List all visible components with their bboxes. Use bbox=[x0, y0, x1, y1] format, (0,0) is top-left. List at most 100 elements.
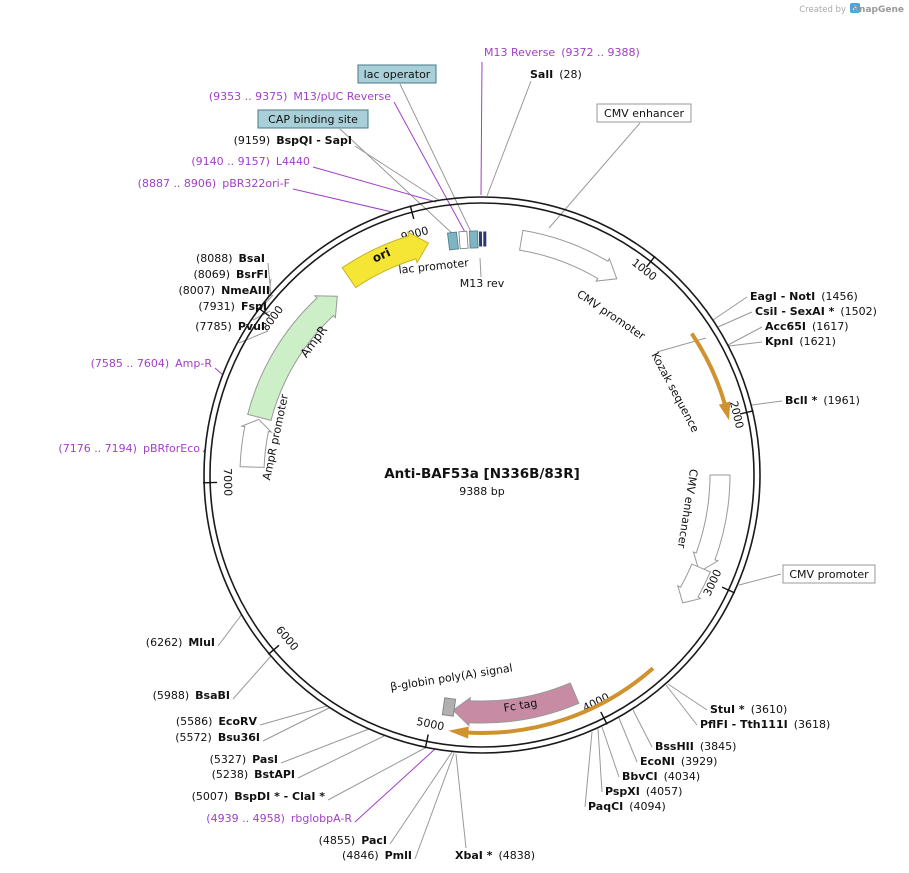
primer-label-m13-puc-reverse[interactable]: (9353 .. 9375) M13/pUC Reverse bbox=[209, 90, 391, 103]
cmv-promoter-arrow-right[interactable] bbox=[676, 563, 711, 604]
enzyme-label-bsshii[interactable]: BssHII (3845) bbox=[655, 740, 736, 753]
coding-sequence-arrowhead-bottom[interactable] bbox=[448, 726, 469, 739]
lac-promoter-feature[interactable] bbox=[458, 230, 469, 250]
primer-label-pbrforeco[interactable]: (7176 .. 7194) pBRforEco bbox=[58, 442, 200, 455]
leader-line bbox=[728, 341, 763, 347]
enzyme-labels: SalI (28) (9159) BspQI - SapI (8088) BsaI (… bbox=[146, 68, 877, 862]
m13-rev-feature[interactable] bbox=[478, 231, 483, 247]
enzyme-label-econi[interactable]: EcoNI (3929) bbox=[640, 755, 717, 768]
enzyme-name: PaqCI bbox=[588, 800, 623, 813]
ampr-promoter-arrow[interactable] bbox=[239, 418, 273, 468]
cap-binding-site-box[interactable]: CAP binding site bbox=[257, 109, 369, 129]
cmv-enhancer-box-label: CMV enhancer bbox=[604, 107, 684, 120]
primer-pos: (9372 .. 9388) bbox=[561, 46, 640, 59]
enzyme-label-bsabi[interactable]: (5988) BsaBI bbox=[153, 689, 230, 702]
enzyme-name: BstAPI bbox=[254, 768, 295, 781]
leader-line bbox=[327, 747, 426, 801]
leader-line bbox=[312, 166, 437, 203]
enzyme-label-kpni[interactable]: KpnI (1621) bbox=[765, 335, 836, 348]
primer-label-amp-r[interactable]: (7585 .. 7604) Amp-R bbox=[91, 357, 213, 370]
enzyme-label-bsrfi[interactable]: (8069) BsrFI bbox=[193, 268, 268, 281]
cmv-enhancer-arrow-right[interactable] bbox=[692, 474, 731, 573]
leader-line bbox=[262, 707, 330, 742]
enzyme-label-xbai[interactable]: XbaI * (4838) bbox=[455, 849, 535, 862]
enzyme-label-bspqi-sapi[interactable]: (9159) BspQI - SapI bbox=[234, 134, 352, 147]
enzyme-label-bbvci[interactable]: BbvCI (4034) bbox=[622, 770, 700, 783]
cmv-promoter-box-label: CMV promoter bbox=[789, 568, 869, 581]
features bbox=[239, 229, 731, 739]
primer-pos: (7585 .. 7604) bbox=[91, 357, 170, 370]
lac-operator-feature[interactable] bbox=[469, 230, 479, 249]
lac-region-features[interactable] bbox=[447, 230, 487, 251]
enzyme-label-pflfi-tth111i[interactable]: PflFI - Tth111I (3618) bbox=[700, 718, 830, 731]
tick-mark bbox=[645, 255, 656, 268]
enzyme-label-bcli[interactable]: BclI * (1961) bbox=[785, 394, 860, 407]
enzyme-label-paqci[interactable]: PaqCI (4094) bbox=[588, 800, 666, 813]
watermark-brand: SnapGene bbox=[853, 5, 904, 15]
enzyme-name: BbvCI bbox=[622, 770, 658, 783]
enzyme-pos: (4034) bbox=[664, 770, 701, 783]
backbone-outer-circle bbox=[203, 196, 761, 754]
primer-label-rbglobpa-r[interactable]: (4939 .. 4958) rbglobpA-R bbox=[206, 812, 352, 825]
coding-sequence-arc-right[interactable] bbox=[690, 332, 728, 406]
cmv-promoter-box-bg bbox=[782, 564, 876, 584]
enzyme-label-bsai[interactable]: (8088) BsaI bbox=[196, 252, 265, 265]
m13-rev-feature[interactable] bbox=[483, 231, 487, 247]
ampr-arrow[interactable] bbox=[247, 295, 338, 422]
enzyme-label-bsu36i[interactable]: (5572) Bsu36I bbox=[175, 731, 260, 744]
beta-globin-polya-box[interactable] bbox=[441, 697, 457, 717]
enzyme-label-pvui[interactable]: (7785) PvuI bbox=[195, 320, 265, 333]
tick-mark bbox=[721, 586, 736, 594]
enzyme-label-ecorv[interactable]: (5586) EcoRV bbox=[176, 715, 258, 728]
enzyme-label-nmeaiii[interactable]: (8007) NmeAIII bbox=[179, 284, 271, 297]
enzyme-label-fspi[interactable]: (7931) FspI bbox=[198, 300, 267, 313]
enzyme-label-paci[interactable]: (4855) PacI bbox=[319, 834, 387, 847]
cmv-promoter-box[interactable]: CMV promoter bbox=[782, 564, 876, 584]
leader-line bbox=[214, 367, 224, 376]
tick-label: 1000 bbox=[629, 256, 659, 284]
enzyme-pos: (1961) bbox=[823, 394, 860, 407]
enzyme-label-mlui[interactable]: (6262) MluI bbox=[146, 636, 215, 649]
coding-sequence-arc-bottom[interactable] bbox=[466, 666, 655, 735]
ori-arrow[interactable] bbox=[341, 231, 430, 289]
fc-tag-arrow[interactable] bbox=[452, 682, 580, 727]
leader-line bbox=[717, 311, 753, 328]
enzyme-name: PspXI bbox=[605, 785, 640, 798]
tick-label: 7000 bbox=[221, 468, 235, 496]
leader-line bbox=[618, 717, 638, 763]
enzyme-label-eagi-noti[interactable]: EagI - NotI (1456) bbox=[750, 290, 858, 303]
enzyme-pos: (1621) bbox=[799, 335, 836, 348]
cmv-promoter-arrow-top[interactable] bbox=[519, 229, 618, 282]
cmv-enhancer-box[interactable]: CMV enhancer bbox=[596, 103, 692, 123]
lac-operator-box[interactable]: lac operator bbox=[357, 64, 437, 84]
primer-label-m13-reverse[interactable]: M13 Reverse (9372 .. 9388) bbox=[484, 46, 640, 59]
leader-line bbox=[232, 655, 272, 700]
enzyme-label-sali[interactable]: SalI (28) bbox=[530, 68, 582, 81]
coding-sequence-arrowhead-right[interactable] bbox=[718, 401, 731, 421]
leader-line bbox=[584, 731, 593, 808]
enzyme-label-acc65i[interactable]: Acc65I (1617) bbox=[765, 320, 849, 333]
leader-line bbox=[217, 613, 243, 647]
primer-name: pBR322ori-F bbox=[222, 177, 290, 190]
enzyme-name: FspI bbox=[241, 300, 267, 313]
enzyme-label-pmli[interactable]: (4846) PmlI bbox=[342, 849, 412, 862]
primer-name: pBRforEco bbox=[143, 442, 200, 455]
enzyme-label-bstapi[interactable]: (5238) BstAPI bbox=[212, 768, 295, 781]
enzyme-label-pasi[interactable]: (5327) PasI bbox=[210, 753, 278, 766]
cmv-enhancer-right-label: CMV enhancer bbox=[675, 468, 700, 549]
cap-binding-site-feature[interactable] bbox=[447, 231, 459, 251]
leader-line bbox=[414, 752, 455, 860]
leader-line bbox=[280, 728, 370, 764]
leader-line bbox=[389, 751, 453, 845]
primer-label-l4440[interactable]: (9140 .. 9157) L4440 bbox=[191, 155, 310, 168]
leader-line bbox=[259, 705, 328, 726]
enzyme-label-bspdi-clai[interactable]: (5007) BspDI * - ClaI * bbox=[192, 790, 326, 803]
leader-line bbox=[601, 726, 620, 778]
enzyme-label-stui[interactable]: StuI * (3610) bbox=[710, 703, 787, 716]
cap-binding-site-box-label: CAP binding site bbox=[268, 113, 358, 126]
enzyme-label-csii-sexai[interactable]: CsiI - SexAI * (1502) bbox=[755, 305, 877, 318]
enzyme-label-pspxi[interactable]: PspXI (4057) bbox=[605, 785, 682, 798]
primer-label-pbr322ori-f[interactable]: (8887 .. 8906) pBR322ori-F bbox=[138, 177, 290, 190]
enzyme-name: NmeAIII bbox=[221, 284, 270, 297]
